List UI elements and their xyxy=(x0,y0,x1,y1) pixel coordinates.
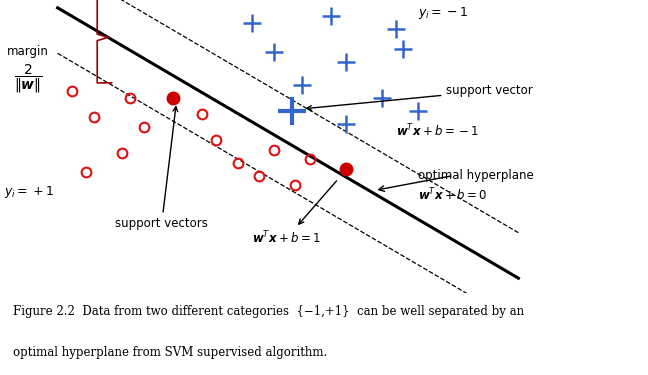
Text: $\dfrac{2}{\|\boldsymbol{w}\|}$: $\dfrac{2}{\|\boldsymbol{w}\|}$ xyxy=(14,63,43,96)
Text: support vector: support vector xyxy=(307,84,533,110)
Text: optimal hyperplane: optimal hyperplane xyxy=(417,169,533,182)
Text: optimal hyperplane from SVM supervised algorithm.: optimal hyperplane from SVM supervised a… xyxy=(13,346,327,359)
Text: Figure 2.2  Data from two different categories  {−1,+1}  can be well separated b: Figure 2.2 Data from two different categ… xyxy=(13,305,524,318)
Text: $\boldsymbol{w}^T\boldsymbol{x}+b=0$: $\boldsymbol{w}^T\boldsymbol{x}+b=0$ xyxy=(417,186,487,203)
Text: $\boldsymbol{w}^T\boldsymbol{x}+b=-1$: $\boldsymbol{w}^T\boldsymbol{x}+b=-1$ xyxy=(396,123,479,140)
Text: $y_i = +1$: $y_i = +1$ xyxy=(4,184,54,200)
Text: $y_i = -1$: $y_i = -1$ xyxy=(417,5,467,21)
Text: margin: margin xyxy=(7,45,49,58)
Text: $\boldsymbol{w}^T\boldsymbol{x}+b=1$: $\boldsymbol{w}^T\boldsymbol{x}+b=1$ xyxy=(252,181,336,247)
Text: support vectors: support vectors xyxy=(115,106,208,231)
